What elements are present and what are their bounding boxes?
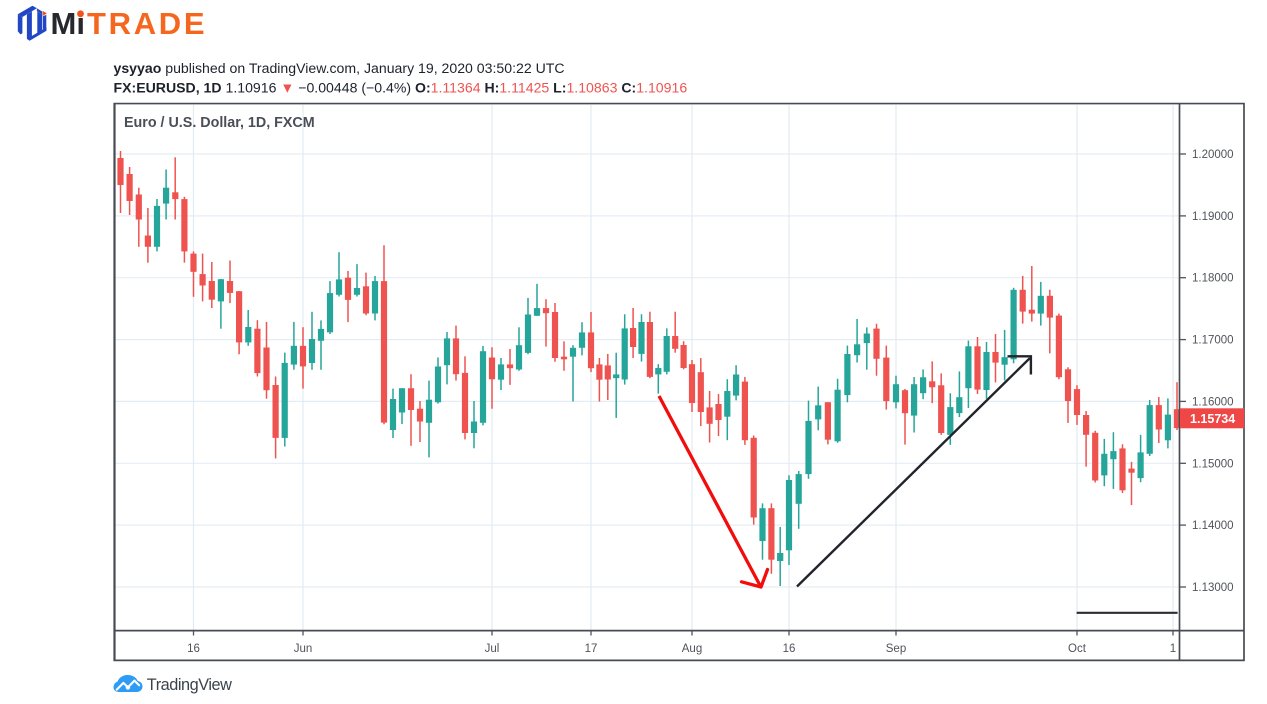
- svg-text:1.17000: 1.17000: [1192, 335, 1234, 347]
- svg-text:1.20000: 1.20000: [1192, 149, 1234, 161]
- svg-text:1.19000: 1.19000: [1192, 211, 1234, 223]
- svg-text:Euro / U.S. Dollar, 1D, FXCM: Euro / U.S. Dollar, 1D, FXCM: [124, 115, 315, 131]
- svg-text:Oct: Oct: [1068, 643, 1087, 655]
- svg-text:Jun: Jun: [294, 643, 313, 655]
- svg-text:Aug: Aug: [682, 643, 702, 655]
- svg-text:TradingView: TradingView: [147, 676, 232, 694]
- svg-text:FX:EURUSD, 1D 1.10916 ▼ −0.004: FX:EURUSD, 1D 1.10916 ▼ −0.00448 (−0.4%)…: [114, 79, 688, 95]
- svg-text:1.18000: 1.18000: [1192, 273, 1234, 285]
- svg-text:1.15734: 1.15734: [1190, 412, 1235, 426]
- svg-text:ysyyao published on TradingVie: ysyyao published on TradingView.com, Jan…: [114, 60, 565, 76]
- svg-text:1.16000: 1.16000: [1192, 396, 1234, 408]
- svg-text:1.13000: 1.13000: [1192, 582, 1234, 594]
- svg-text:Jul: Jul: [485, 643, 500, 655]
- svg-text:1.15000: 1.15000: [1192, 458, 1234, 470]
- svg-text:1.14000: 1.14000: [1192, 520, 1234, 532]
- svg-text:16: 16: [187, 643, 200, 655]
- svg-text:TRADE: TRADE: [87, 6, 207, 41]
- svg-text:17: 17: [585, 643, 598, 655]
- svg-text:Sep: Sep: [886, 643, 906, 655]
- svg-text:1: 1: [1170, 643, 1176, 655]
- svg-text:16: 16: [783, 643, 796, 655]
